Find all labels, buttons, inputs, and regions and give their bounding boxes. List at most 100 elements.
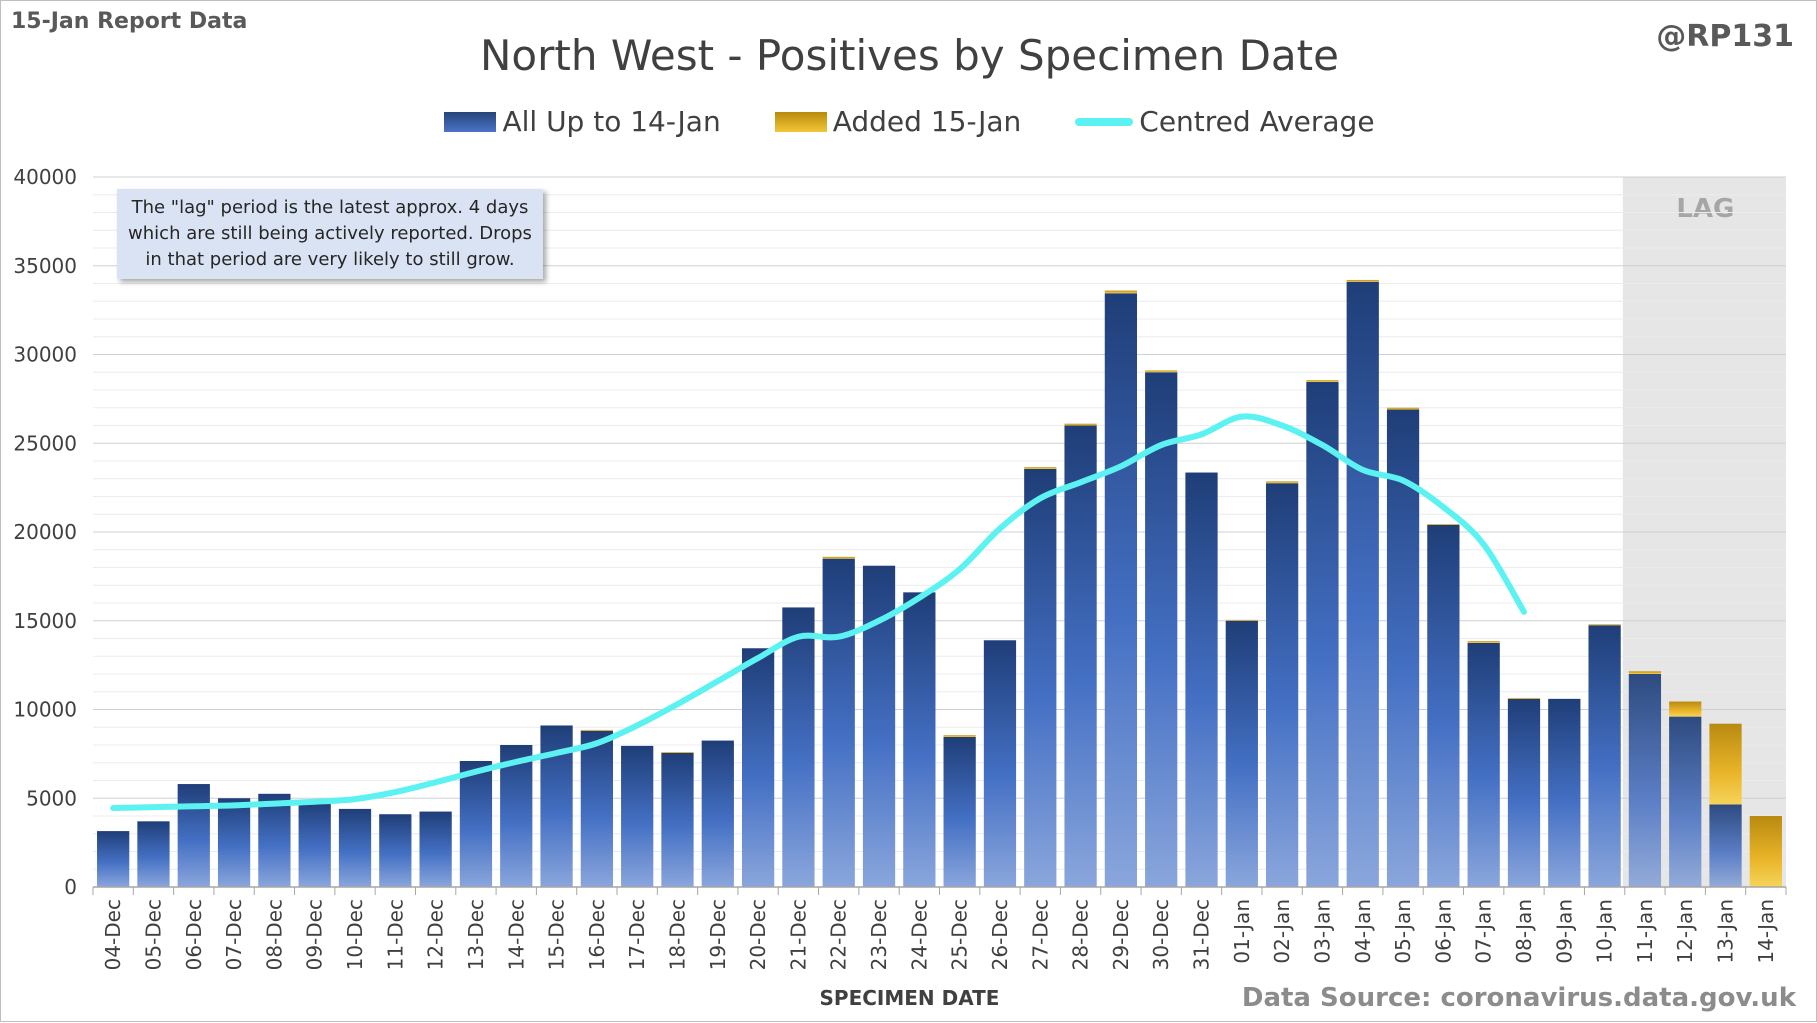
lag-label: LAG bbox=[1676, 194, 1734, 224]
bar-added bbox=[1709, 723, 1742, 805]
y-tick-label: 5000 bbox=[26, 786, 77, 810]
y-tick-label: 35000 bbox=[13, 254, 77, 278]
legend-label-added: Added 15-Jan bbox=[832, 105, 1022, 138]
y-tick-label: 25000 bbox=[13, 431, 77, 455]
x-tick-label: 04-Dec bbox=[101, 899, 125, 970]
bar-added bbox=[1266, 481, 1299, 484]
legend-item-all-up-to: All Up to 14-Jan bbox=[444, 105, 721, 138]
x-axis-title: SPECIMEN DATE bbox=[819, 986, 1000, 1010]
x-tick-label: 10-Dec bbox=[343, 899, 367, 970]
bar-all-up-to bbox=[661, 752, 694, 887]
data-source: Data Source: coronavirus.data.gov.uk bbox=[1241, 983, 1796, 1013]
author-handle: @RP131 bbox=[1656, 19, 1794, 54]
bar-added bbox=[1225, 619, 1258, 621]
bar-added bbox=[1467, 641, 1500, 643]
bar-all-up-to bbox=[1104, 293, 1138, 887]
bar-all-up-to bbox=[1628, 674, 1662, 887]
legend-item-added: Added 15-Jan bbox=[774, 105, 1022, 138]
bar-added bbox=[1427, 524, 1460, 525]
x-tick-label: 29-Dec bbox=[1109, 899, 1133, 970]
x-tick-label: 07-Jan bbox=[1472, 899, 1496, 964]
x-tick-label: 17-Dec bbox=[625, 899, 649, 970]
y-tick-label: 30000 bbox=[13, 343, 77, 367]
x-tick-label: 27-Dec bbox=[1028, 899, 1052, 970]
x-tick-label: 03-Jan bbox=[1310, 899, 1334, 964]
x-tick-label: 10-Jan bbox=[1593, 899, 1617, 964]
x-tick-label: 09-Jan bbox=[1552, 899, 1576, 964]
x-tick-label: 15-Dec bbox=[545, 899, 569, 970]
bar-added bbox=[1346, 279, 1379, 282]
legend-label-average: Centred Average bbox=[1139, 105, 1375, 138]
bar-all-up-to bbox=[419, 811, 452, 887]
x-tick-label: 05-Jan bbox=[1391, 899, 1415, 964]
bar-all-up-to bbox=[1064, 425, 1097, 887]
bar-all-up-to bbox=[1548, 698, 1581, 887]
x-tick-label: 13-Jan bbox=[1714, 899, 1738, 964]
bar-added bbox=[1386, 407, 1420, 410]
legend-swatch-line bbox=[1075, 117, 1134, 126]
y-tick-label: 0 bbox=[64, 875, 77, 899]
y-tick-label: 15000 bbox=[13, 609, 77, 633]
bar-all-up-to bbox=[1185, 472, 1218, 887]
bar-added bbox=[1306, 380, 1339, 383]
x-tick-label: 23-Dec bbox=[867, 899, 891, 970]
bar-all-up-to bbox=[137, 821, 170, 887]
x-tick-label: 12-Dec bbox=[424, 899, 448, 970]
legend-swatch-blue bbox=[444, 111, 497, 132]
bar-all-up-to bbox=[1669, 716, 1702, 887]
bar-all-up-to bbox=[580, 730, 613, 887]
x-tick-label: 11-Dec bbox=[383, 899, 407, 970]
chart-title: North West - Positives by Specimen Date bbox=[480, 31, 1339, 80]
centred-average-line bbox=[110, 413, 1527, 812]
x-tick-label: 24-Dec bbox=[907, 899, 931, 970]
lag-note: The "lag" period is the latest approx. 4… bbox=[117, 189, 543, 279]
x-tick-label: 25-Dec bbox=[948, 899, 972, 970]
bar-all-up-to bbox=[701, 740, 734, 887]
x-tick-label: 04-Jan bbox=[1351, 899, 1375, 964]
x-tick-label: 16-Dec bbox=[585, 899, 609, 970]
bar-added bbox=[1145, 370, 1178, 373]
x-tick-label: 14-Jan bbox=[1754, 899, 1778, 964]
bar-all-up-to bbox=[822, 558, 855, 887]
bar-added bbox=[1507, 697, 1541, 699]
bar-all-up-to bbox=[782, 607, 815, 887]
bar-all-up-to bbox=[1507, 698, 1541, 887]
bar-all-up-to bbox=[1346, 281, 1379, 888]
bar-added bbox=[1588, 624, 1621, 626]
bar-added bbox=[1064, 423, 1097, 426]
legend-swatch-gold bbox=[774, 111, 827, 132]
bar-all-up-to bbox=[177, 784, 210, 887]
bar-all-up-to bbox=[1024, 468, 1057, 887]
bar-added bbox=[822, 556, 855, 559]
x-tick-label: 18-Dec bbox=[665, 899, 689, 970]
y-tick-label: 10000 bbox=[13, 698, 77, 722]
bar-added bbox=[1749, 816, 1782, 887]
x-tick-label: 13-Dec bbox=[464, 899, 488, 970]
report-date-tag: 15-Jan Report Data bbox=[11, 9, 248, 34]
bar-all-up-to bbox=[459, 760, 493, 887]
x-tick-label: 30-Dec bbox=[1149, 899, 1173, 970]
bar-all-up-to bbox=[1225, 620, 1258, 887]
bar-all-up-to bbox=[379, 814, 412, 887]
x-tick-label: 08-Dec bbox=[262, 899, 286, 970]
bar-all-up-to bbox=[97, 831, 130, 887]
bar-added bbox=[1024, 467, 1057, 469]
x-tick-label: 14-Dec bbox=[504, 899, 528, 970]
bar-all-up-to bbox=[1588, 625, 1621, 887]
x-tick-label: 07-Dec bbox=[222, 899, 246, 970]
x-tick-label: 11-Jan bbox=[1633, 899, 1657, 964]
chart-legend: All Up to 14-Jan Added 15-Jan Centred Av… bbox=[1, 105, 1817, 138]
bar-added bbox=[661, 752, 694, 753]
x-tick-label: 08-Jan bbox=[1512, 899, 1536, 964]
x-tick-label: 02-Jan bbox=[1270, 899, 1294, 964]
x-tick-label: 28-Dec bbox=[1069, 899, 1093, 970]
bar-all-up-to bbox=[1427, 524, 1460, 887]
bar-added bbox=[1104, 290, 1138, 294]
bar-all-up-to bbox=[903, 592, 936, 887]
bar-all-up-to bbox=[1145, 372, 1178, 887]
x-tick-label: 12-Jan bbox=[1673, 899, 1697, 964]
x-tick-label: 19-Dec bbox=[706, 899, 730, 970]
x-tick-label: 21-Dec bbox=[786, 899, 810, 970]
